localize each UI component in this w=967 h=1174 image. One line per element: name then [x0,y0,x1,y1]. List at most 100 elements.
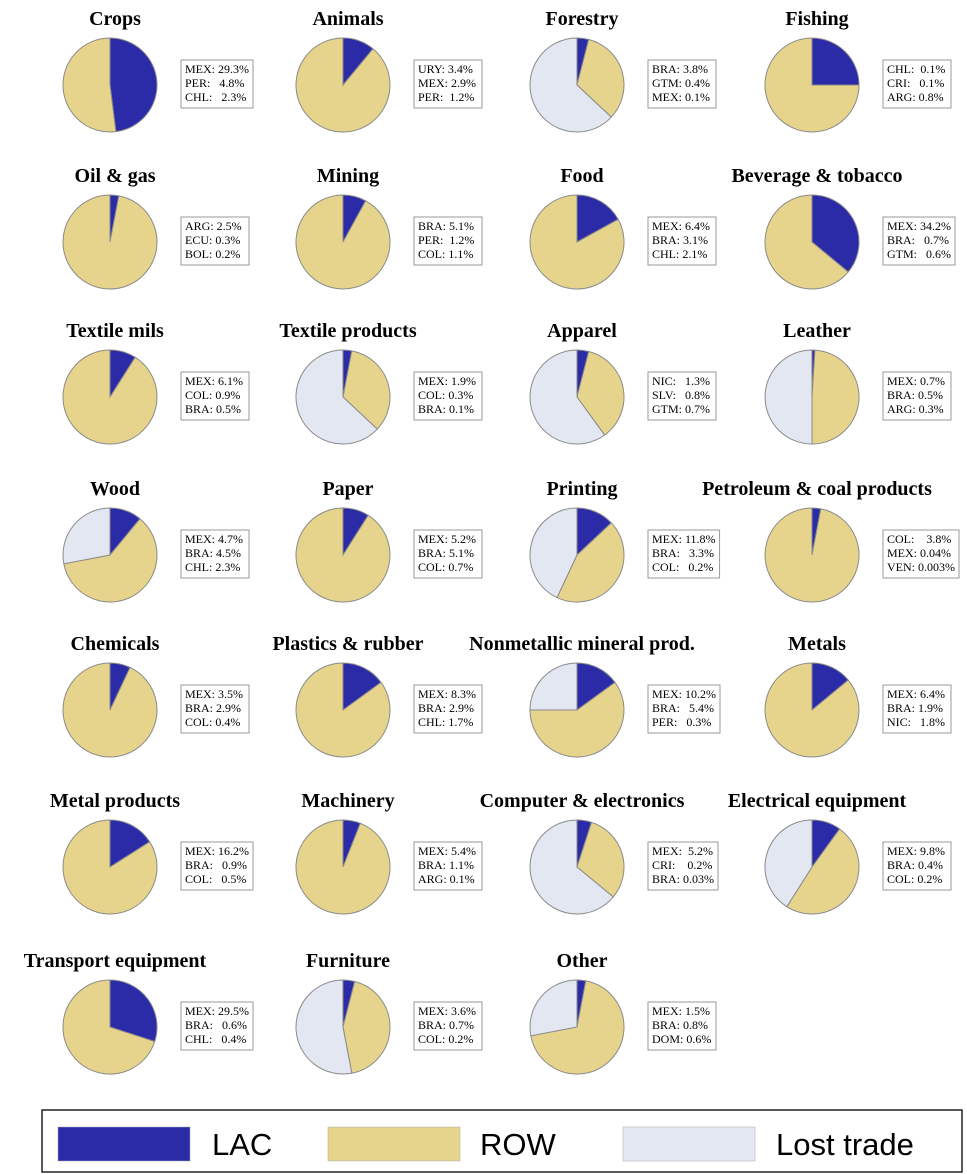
share-label: COL: 0.3% [418,388,473,402]
share-box-frame [882,59,952,109]
share-box: MEX: 34.2%BRA: 0.7%GTM: 0.6% [882,216,956,266]
pie-slice [576,194,619,243]
pie-title: Plastics & rubber [272,633,423,655]
share-label: BRA: 5.4% [652,701,714,715]
pie-slice [295,979,353,1075]
share-label: PER: 1.2% [418,90,474,104]
pie-title: Furniture [306,950,390,972]
pie-title: Food [560,165,603,187]
pie-title: Printing [546,478,617,500]
pie-title: Forestry [546,8,619,30]
pie-title: Oil & gas [74,165,155,187]
legend-label: ROW [480,1127,557,1162]
pie-slice [529,681,625,758]
share-label: PER: 1.2% [418,233,474,247]
share-box: MEX: 6.1%COL: 0.9%BRA: 0.5% [180,371,250,421]
share-label: MEX: 3.6% [418,1004,476,1018]
share-box: MEX: 10.2%BRA: 5.4%PER: 0.3% [647,684,721,734]
pie-slice [342,980,391,1074]
share-label: MEX: 10.2% [652,687,716,701]
share-label: CHL: 2.3% [185,90,246,104]
share-label: BRA: 3.3% [652,546,714,560]
share-label: GTM: 0.4% [652,76,710,90]
share-box-frame [882,216,956,266]
share-label: MEX: 0.7% [887,374,945,388]
pie-title: Chemicals [71,633,160,655]
share-label: ARG: 2.5% [185,219,242,233]
share-box: MEX: 3.5%BRA: 2.9%COL: 0.4% [180,684,250,734]
share-label: BRA: 1.1% [418,858,474,872]
pie-slice [62,662,158,758]
share-label: BRA: 0.9% [185,858,247,872]
share-label: MEX: 1.9% [418,374,476,388]
pie-slice [529,662,578,711]
pie-slice [576,821,625,898]
share-box: MEX: 4.7%BRA: 4.5%CHL: 2.3% [180,529,250,579]
share-box: MEX: 9.8%BRA: 0.4%COL: 0.2% [882,841,952,891]
share-box-frame [413,1001,483,1051]
share-box-frame [413,59,483,109]
share-box-frame [180,59,254,109]
pie-slice [786,828,860,915]
share-label: MEX: 6.1% [185,374,243,388]
share-label: MEX: 3.5% [185,687,243,701]
pie-slice [764,194,849,290]
share-box-frame [180,841,254,891]
share-label: BRA: 0.6% [185,1018,247,1032]
share-box-frame [647,529,721,579]
share-label: BRA: 0.8% [652,1018,708,1032]
pie-title: Petroleum & coal products [702,478,932,500]
share-label: BRA: 0.7% [418,1018,474,1032]
share-box: MEX: 29.3%PER: 4.8%CHL: 2.3% [180,59,254,109]
pie-slice [109,37,158,133]
share-label: BRA: 4.5% [185,546,241,560]
share-label: SLV: 0.8% [652,388,710,402]
share-label: MEX: 29.3% [185,62,249,76]
share-box-frame [647,59,717,109]
share-label: MEX: 4.7% [185,532,243,546]
pie-slice [764,662,860,758]
share-box: URY: 3.4%MEX: 2.9%PER: 1.2% [413,59,483,109]
pie-slice [295,349,378,445]
share-label: BRA: 1.9% [887,701,943,715]
share-label: BRA: 0.1% [418,402,474,416]
share-label: MEX: 1.5% [652,1004,710,1018]
pie-slice [811,194,860,273]
share-label: COL: 0.5% [185,872,246,886]
pie-slice [529,37,612,133]
pie-slice [811,349,860,445]
share-label: MEX: 29.5% [185,1004,249,1018]
share-box-frame [647,1001,717,1051]
pie-title: Computer & electronics [480,790,685,812]
pie-title: Other [556,950,607,972]
pie-slice [529,507,578,599]
legend-label: LAC [212,1127,272,1162]
share-box-frame [882,529,960,579]
pie-title: Beverage & tobacco [731,165,902,187]
share-label: COL: 0.4% [185,715,240,729]
pie-title: Nonmetallic mineral prod. [469,633,695,655]
legend-label: Lost trade [776,1127,914,1162]
share-label: BRA: 2.9% [418,701,474,715]
share-label: COL: 0.2% [418,1032,473,1046]
pie-slice [62,979,156,1075]
pie-slice [295,37,391,133]
share-box-frame [413,841,483,891]
share-box: MEX: 5.4%BRA: 1.1%ARG: 0.1% [413,841,483,891]
share-box: BRA: 5.1%PER: 1.2%COL: 1.1% [413,216,483,266]
pie-slice [811,37,860,86]
share-label: PER: 4.8% [185,76,244,90]
share-label: NIC: 1.8% [887,715,945,729]
share-label: CRI: 0.2% [652,858,712,872]
pie-slice [529,349,606,445]
share-box-frame [647,841,719,891]
share-label: CRI: 0.1% [887,76,944,90]
share-box-frame [180,529,250,579]
pie-slice [342,350,391,430]
share-label: CHL: 0.1% [887,62,945,76]
share-box: CHL: 0.1%CRI: 0.1%ARG: 0.8% [882,59,952,109]
pie-slice [764,349,813,445]
share-box: MEX: 6.4%BRA: 3.1%CHL: 2.1% [647,216,717,266]
share-label: COL: 0.9% [185,388,240,402]
